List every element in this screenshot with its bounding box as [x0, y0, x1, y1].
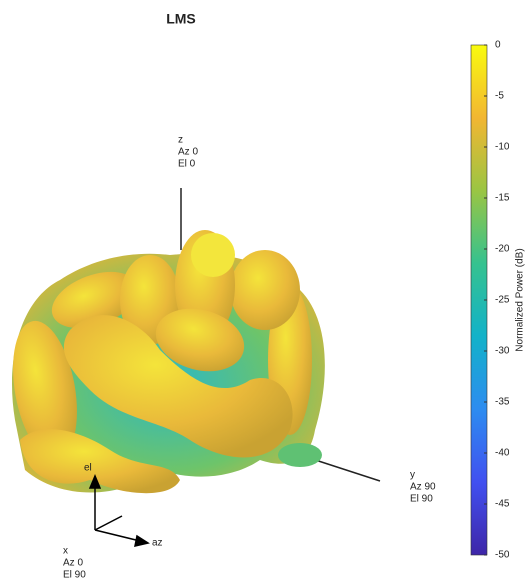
colorbar-tick-label: -10	[495, 142, 510, 153]
z-label: El 0	[178, 159, 196, 170]
colorbar-label: Normalized Power (dB)	[515, 248, 526, 351]
chart: LMS z Az 0 El 0 y Az 90 El 90 x Az 0 El …	[0, 0, 528, 584]
x-label: Az 0	[63, 558, 83, 569]
colorbar-tick-label: 0	[495, 40, 501, 51]
triad-label: el	[84, 463, 92, 474]
colorbar-tick-label: -30	[495, 346, 510, 357]
page: LMS z Az 0 El 0 y Az 90 El 90 x Az 0 El …	[0, 0, 528, 584]
colorbar-tick-label: -40	[495, 448, 510, 459]
z-label: Az 0	[178, 147, 198, 158]
colorbar-tick-label: -20	[495, 244, 510, 255]
triad-label: az	[152, 538, 163, 549]
colorbar-tick-label: -25	[495, 295, 510, 306]
colorbar-tick-label: -15	[495, 193, 510, 204]
colorbar-tick-label: -5	[495, 91, 504, 102]
z-label: z	[178, 135, 183, 146]
x-label: x	[63, 546, 68, 557]
pattern-surface	[3, 230, 325, 493]
y-label: y	[410, 470, 415, 481]
x-label: El 90	[63, 570, 86, 581]
chart-title: LMS	[166, 11, 196, 27]
colorbar-tick-label: -50	[495, 550, 510, 561]
y-label: El 90	[410, 494, 433, 505]
colorbar-tick-label: -45	[495, 499, 510, 510]
colorbar-tick-label: -35	[495, 397, 510, 408]
y-label: Az 90	[410, 482, 436, 493]
